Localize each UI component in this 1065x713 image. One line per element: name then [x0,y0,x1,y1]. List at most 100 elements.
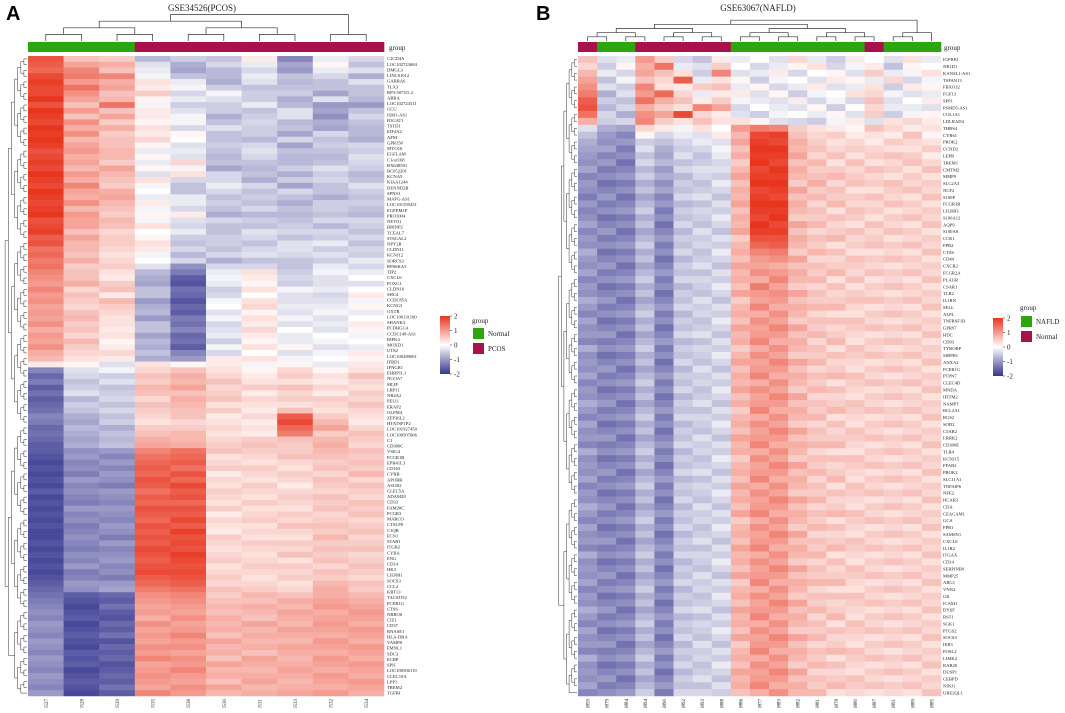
heatmap-cell [616,682,636,690]
heatmap-cell [206,667,242,674]
gene-label: TACSTD2 [387,595,407,600]
heatmap-cell [99,113,136,120]
heatmap-cell [749,372,770,380]
heatmap-cell [902,276,923,284]
heatmap-cell [864,482,884,490]
heatmap-cell [277,471,314,478]
heatmap-cell [845,97,865,105]
sample-label: GSM850528 [80,699,85,708]
heatmap-cell [902,345,923,353]
heatmap-cell [654,613,674,621]
heatmap-cell [597,214,617,222]
heatmap-cell [578,228,598,236]
heatmap-cell [578,262,598,270]
heatmap-cell [134,644,171,651]
heatmap-cell [902,613,923,621]
heatmap-cell [578,166,598,174]
heatmap-cell [921,97,942,105]
heatmap-cell [597,517,617,525]
heatmap-cell [348,367,385,374]
heatmap-cell [348,286,385,293]
gene-label: B3GAT1 [387,118,404,123]
heatmap-cell [597,172,617,181]
heatmap-cell [578,145,598,153]
heatmap-cell [654,675,674,683]
heatmap-cell [826,97,846,105]
heatmap-cell [921,393,942,401]
heatmap-cell [99,615,136,622]
gene-label: CLEC10A [387,674,407,679]
group-annotation-cell [63,42,100,52]
heatmap-cell [826,448,846,456]
color-scale-tick-label: 2 [1007,315,1011,323]
heatmap-cell [312,517,349,524]
heatmap-cell [241,476,278,483]
heatmap-cell [277,517,314,524]
heatmap-cell [864,262,884,270]
heatmap-cell [692,496,713,504]
heatmap-cell [902,193,923,201]
heatmap-cell [864,585,884,594]
heatmap-cell [312,211,349,218]
heatmap-cell [826,558,846,566]
heatmap-cell [170,649,207,656]
gene-label: RPS6KA5 [387,264,407,269]
heatmap-cell [277,609,314,616]
heatmap-cell [134,378,171,385]
heatmap-cell [241,396,278,403]
heatmap-cell [826,627,846,635]
heatmap-cell [597,124,617,132]
heatmap-cell [864,634,884,642]
heatmap-cell [348,494,385,501]
heatmap-cell [883,111,904,119]
sample-label: GSM1539881 [816,699,821,708]
heatmap-cell [826,338,846,346]
heatmap-cell [578,475,598,483]
heatmap-cell [206,355,242,362]
heatmap-cell [99,523,136,530]
heatmap-cell [864,124,884,132]
heatmap-cell [711,585,732,594]
heatmap-cell [635,276,655,284]
heatmap-cell [277,390,314,397]
gene-label: CD37 [387,623,399,628]
heatmap-cell [277,142,314,149]
heatmap-cell [28,73,64,80]
dendrogram-branch [11,101,15,195]
color-scale-tick-label: -1 [1007,358,1013,366]
heatmap-cell [170,344,207,351]
heatmap-cell [99,430,136,437]
heatmap-cell [63,626,100,633]
heatmap-cell [826,221,846,229]
heatmap-cell [277,586,314,593]
heatmap-cell [578,613,598,621]
heatmap-cell [864,462,884,470]
heatmap-cell [902,124,923,132]
heatmap-cell [134,638,171,645]
heatmap-cell [28,344,64,351]
heatmap-cell [99,177,136,184]
heatmap-cell [673,255,693,263]
heatmap-cell [635,62,655,71]
heatmap-cell [902,682,923,690]
heatmap-cell [654,172,674,181]
heatmap-cell [312,401,349,408]
group-annotation-cell [673,42,693,52]
heatmap-cell [845,434,865,442]
heatmap-cell [826,200,846,208]
heatmap-cell [134,425,171,432]
heatmap-cell [864,668,884,676]
heatmap-cell [170,303,207,310]
dendrogram-branch [663,36,684,41]
heatmap-cell [241,205,278,212]
heatmap-cell [807,406,827,415]
heatmap-cell [673,393,693,401]
heatmap-cell [654,358,674,366]
heatmap-cell [597,221,617,229]
heatmap-cell [170,459,207,466]
heatmap-cell [711,111,732,119]
heatmap-cell [673,104,693,112]
heatmap-cell [807,289,827,298]
heatmap-cell [348,644,385,651]
heatmap-cell [788,434,808,442]
